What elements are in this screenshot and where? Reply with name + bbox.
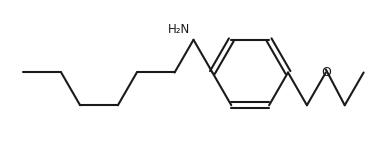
Text: O: O <box>321 66 331 79</box>
Text: H₂N: H₂N <box>168 23 190 36</box>
